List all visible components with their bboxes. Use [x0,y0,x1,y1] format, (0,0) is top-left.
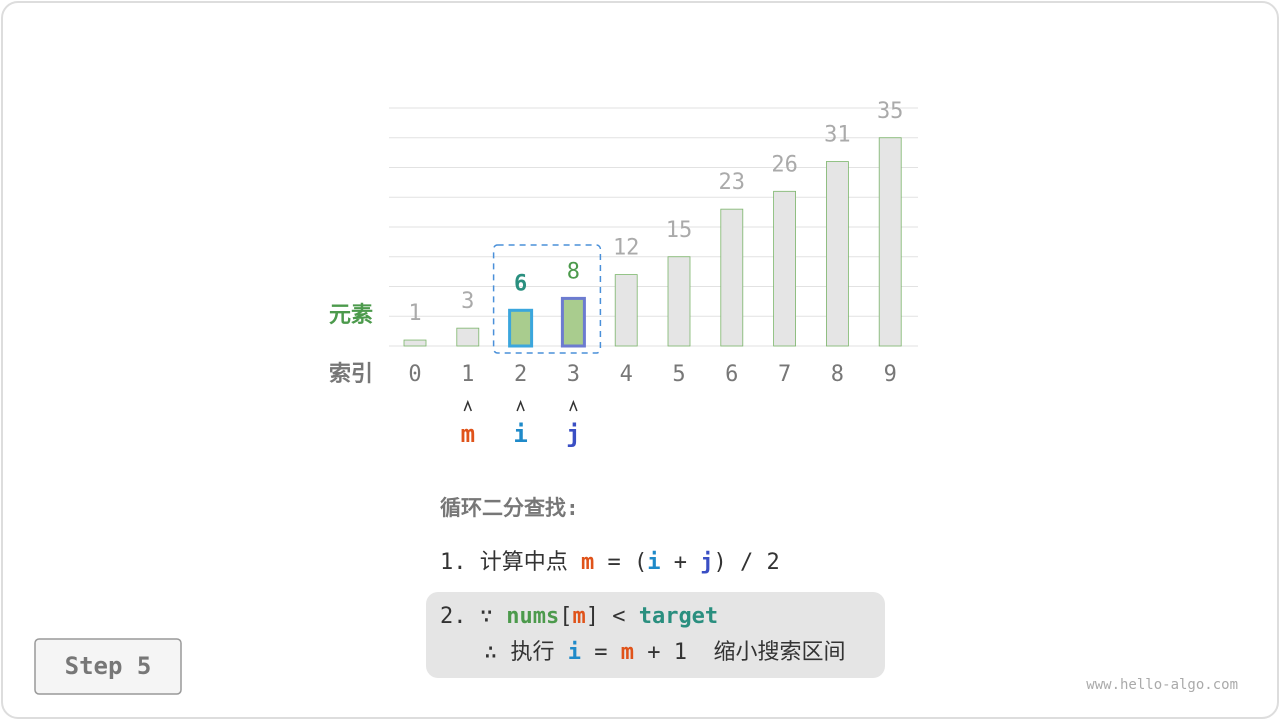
value-label: 35 [877,99,904,124]
index-label: 0 [408,362,421,387]
row-label: 元素 [329,302,373,328]
index-label: 3 [567,362,580,387]
steps-title: 循环二分查找: [440,496,579,520]
index-label: 4 [620,362,633,387]
value-label: 3 [461,289,474,314]
token: nums [506,604,559,629]
token: i [647,550,660,575]
row-label: 索引 [329,362,373,387]
pointer-name: m [461,420,475,448]
value-label: 15 [666,218,693,243]
index-label: 8 [831,362,844,387]
index-label: 1 [461,362,474,387]
token: = [581,640,621,665]
token: j [700,550,713,575]
pointer-arrow [463,399,472,412]
token: i [568,640,581,665]
watermark: www.hello-algo.com [1086,677,1238,693]
bar [508,308,534,348]
bar [773,190,796,347]
token: 1. 计算中点 [440,550,581,575]
index-label: 2 [514,362,527,387]
token: m [621,640,634,665]
value-label: 8 [567,259,580,284]
token: ] < [586,604,639,629]
value-label: 31 [824,123,851,148]
bar [720,208,744,347]
index-label: 5 [672,362,685,387]
pointer-arrow [516,399,525,412]
pointer-name: j [566,420,580,448]
value-label: 1 [408,301,421,326]
bar [403,339,427,347]
step-button[interactable] [34,638,182,695]
step-line: 2. ∵ nums[m] < target [440,604,718,629]
pointer-arrow [569,399,578,412]
value-label: 12 [613,236,640,261]
token: + 1 缩小搜索区间 [634,640,845,665]
bar [826,161,849,347]
highlight-box [426,592,885,678]
step-label[interactable]: Step 5 [65,652,152,680]
pointer-name: i [513,420,527,448]
token: [ [559,604,572,629]
token: ∴ 执行 [484,640,568,665]
bar [667,256,691,347]
value-label: 26 [771,152,798,177]
value-label: 6 [514,271,527,296]
token: + [660,550,700,575]
step-line: 1. 计算中点 m = (i + j) / 2 [440,550,780,575]
step-line: ∴ 执行 i = m + 1 缩小搜索区间 [484,640,845,665]
bar [878,137,902,347]
token: 2. ∵ [440,604,506,629]
token: m [572,604,585,629]
token: m [581,550,594,575]
range-box [492,244,602,354]
bar [560,296,586,348]
value-label: 23 [719,170,746,195]
token: target [639,604,718,629]
token: ) / 2 [713,550,779,575]
bar [614,274,638,347]
index-label: 7 [778,362,791,387]
index-label: 9 [884,362,897,387]
token: = ( [594,550,647,575]
index-label: 6 [725,362,738,387]
bar [456,327,480,347]
